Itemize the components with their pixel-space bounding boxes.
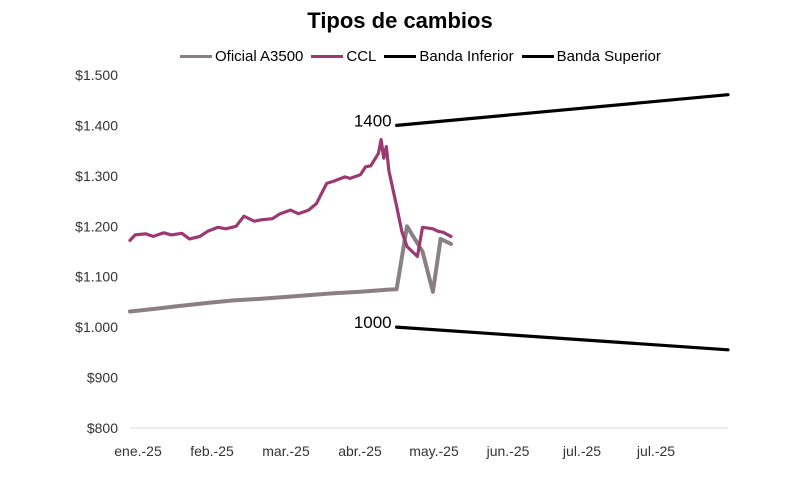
annotation-label: 1000 bbox=[354, 313, 392, 332]
legend-label-banda-superior: Banda Superior bbox=[556, 47, 661, 65]
legend-swatch-oficial bbox=[180, 54, 212, 58]
legend-swatch-banda-inferior bbox=[384, 54, 417, 58]
x-tick-label: jul.-25 bbox=[636, 443, 675, 459]
legend-label-oficial: Oficial A3500 bbox=[215, 47, 304, 65]
y-tick-label: $900 bbox=[87, 370, 118, 386]
legend-swatch-ccl bbox=[311, 54, 344, 58]
legend-item-banda-superior: Banda Superior bbox=[521, 47, 661, 65]
legend-swatch-banda-superior bbox=[521, 54, 554, 58]
series-line-ccl bbox=[128, 137, 453, 259]
x-tick-label: abr.-25 bbox=[338, 443, 382, 459]
legend-label-ccl: CCL bbox=[346, 47, 377, 65]
y-tick-label: $1.100 bbox=[75, 269, 118, 285]
legend-label-banda-inferior: Banda Inferior bbox=[419, 47, 514, 65]
chart-title: Tipos de cambios bbox=[307, 8, 493, 33]
chart-legend: Oficial A3500 CCL Banda Inferior Banda S… bbox=[180, 46, 669, 66]
legend-item-ccl: CCL bbox=[311, 48, 376, 65]
x-tick-label: jul.-25 bbox=[562, 443, 601, 459]
x-tick-label: may.-25 bbox=[409, 443, 459, 459]
series-line-oficial-a3500 bbox=[128, 224, 453, 314]
x-tick-label: mar.-25 bbox=[262, 443, 310, 459]
legend-item-banda-inferior: Banda Inferior bbox=[384, 47, 514, 65]
y-tick-label: $1.300 bbox=[75, 168, 118, 184]
annotation-label: 1400 bbox=[354, 111, 392, 130]
series-line-banda-inferior bbox=[395, 325, 730, 352]
y-tick-label: $1.000 bbox=[75, 319, 118, 335]
y-tick-label: $1.500 bbox=[75, 67, 118, 83]
legend-item-oficial: Oficial A3500 bbox=[180, 48, 303, 65]
x-tick-label: jun.-25 bbox=[486, 443, 530, 459]
y-tick-label: $1.200 bbox=[75, 218, 118, 234]
y-tick-label: $1.400 bbox=[75, 117, 118, 133]
x-tick-label: feb.-25 bbox=[190, 443, 234, 459]
y-tick-label: $800 bbox=[87, 420, 118, 436]
series-line-banda-superior bbox=[395, 93, 730, 128]
x-tick-label: ene.-25 bbox=[114, 443, 162, 459]
